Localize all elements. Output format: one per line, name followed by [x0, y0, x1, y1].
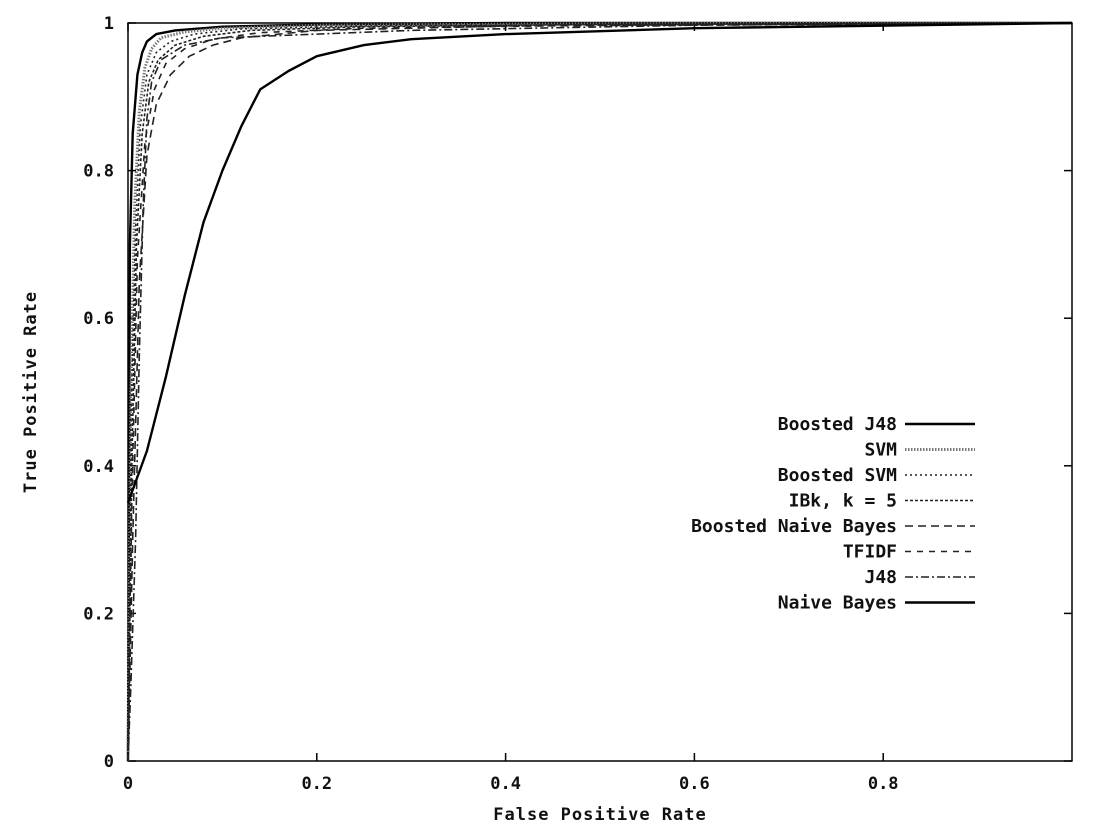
y-axis-label: True Positive Rate — [21, 291, 41, 493]
x-tick-label: 0.6 — [679, 774, 710, 794]
x-tick-label: 0 — [123, 774, 133, 794]
legend-label: Boosted J48 — [778, 414, 897, 435]
x-axis-label: False Positive Rate — [493, 805, 706, 825]
series-line — [126, 21, 1072, 762]
legend-label: IBk, k = 5 — [789, 491, 897, 512]
y-tick-label: 0.4 — [83, 457, 114, 477]
y-tick-label: 0 — [104, 752, 114, 772]
x-tick-label: 0.2 — [301, 774, 332, 794]
y-tick-label: 0.6 — [83, 309, 114, 329]
legend: Boosted J48 SVM Boosted SVM IBk, k = 5 Boost… — [691, 414, 975, 614]
legend-label: Boosted SVM — [778, 465, 897, 486]
x-tick-label: 0.4 — [490, 774, 521, 794]
y-tick-label: 0.8 — [83, 162, 114, 182]
x-tick-label: 0.8 — [868, 774, 899, 794]
series-line — [127, 22, 1073, 762]
series-layer — [126, 21, 1073, 762]
series-line — [127, 22, 1073, 762]
legend-label: SVM — [864, 440, 897, 461]
series-line — [127, 22, 1073, 762]
legend-label: Boosted Naive Bayes — [691, 516, 897, 537]
series-line — [127, 22, 1073, 762]
legend-label: Naive Bayes — [778, 593, 897, 614]
legend-label: TFIDF — [843, 542, 897, 563]
y-tick-label: 1 — [104, 14, 114, 34]
legend-label: J48 — [864, 567, 897, 588]
series-line — [126, 21, 1073, 504]
series-line — [127, 22, 1073, 762]
plot-frame — [127, 22, 1073, 762]
axis-ticks: 0 0.2 0.4 0.6 0.8 0 0.2 0.4 0.6 0.8 1 — [83, 14, 1072, 794]
series-line — [126, 21, 1073, 762]
y-tick-label: 0.2 — [83, 604, 114, 624]
